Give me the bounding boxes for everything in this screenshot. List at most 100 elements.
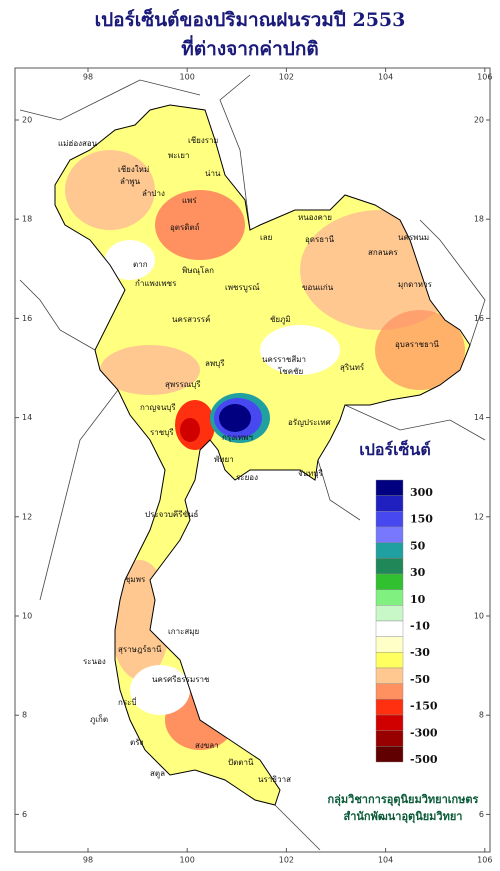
place-label: อรัญประเทศ: [288, 418, 331, 427]
place-label: สุรินทร์: [340, 362, 365, 372]
lat-label: 18: [474, 215, 484, 224]
place-label: กาญจนบุรี: [140, 403, 176, 412]
legend-title: เปอร์เซ็นต์: [359, 438, 430, 459]
map-frame: [14, 67, 491, 853]
legend-label: -10: [410, 620, 430, 633]
legend-swatch: [375, 511, 404, 528]
legend-label: 150: [410, 513, 433, 526]
place-label: ลำพูน: [120, 177, 141, 187]
title: ที่ต่างจากค่าปกติ: [181, 35, 318, 60]
legend-swatch: [375, 714, 404, 731]
place-label: กำแพงเพชร: [135, 279, 177, 288]
place-label: ลพบุรี: [205, 359, 225, 368]
place-label: ปัตตานี: [228, 758, 254, 767]
place-label: นครศรีธรรมราช: [152, 675, 210, 684]
place-label: สุราษฎร์ธานี: [118, 644, 162, 654]
place-label: โชคชัย: [278, 366, 303, 376]
lat-label: 20: [22, 116, 32, 125]
legend-swatch: [375, 495, 404, 512]
place-label: มุกดาหาร: [398, 280, 433, 289]
place-label: สตูล: [150, 769, 165, 779]
place-label: ลำปาง: [142, 189, 165, 198]
lon-label: 104: [378, 856, 393, 865]
legend-swatch: [375, 636, 404, 653]
legend-label: 10: [410, 593, 426, 606]
legend-label: -500: [410, 753, 438, 766]
lon-label: 98: [83, 856, 93, 865]
place-label: นครพนม: [398, 233, 429, 242]
place-label: นราธิวาส: [258, 775, 291, 784]
legend-swatch: [375, 605, 404, 622]
legend-swatch: [375, 526, 404, 543]
lat-label: 8: [22, 711, 27, 720]
legend-swatch: [375, 479, 404, 496]
legend-swatch: [375, 573, 404, 590]
place-label: ภูเก็ต: [90, 714, 108, 725]
place-label: เกาะสมุย: [168, 627, 199, 636]
legend-swatch: [375, 746, 404, 763]
legend-swatch: [375, 730, 404, 747]
place-label: นครสวรรค์: [172, 314, 210, 324]
place-label: ชุมพร: [125, 575, 146, 584]
legend-label: 300: [410, 486, 433, 499]
legend-swatch: [375, 558, 404, 575]
lat-label: 12: [22, 512, 32, 521]
lat-label: 6: [479, 810, 484, 819]
place-label: น่าน: [205, 169, 221, 178]
lat-label: 6: [22, 810, 27, 819]
legend-swatch: [375, 589, 404, 606]
legend-swatch: [375, 542, 404, 559]
lat-label: 12: [474, 512, 484, 521]
lat-label: 20: [474, 116, 484, 125]
lat-label: 14: [22, 413, 32, 422]
lat-label: 8: [479, 711, 484, 720]
place-label: อุตรดิตถ์: [170, 222, 200, 232]
place-label: อุบลราชธานี: [395, 340, 439, 349]
lon-label: 104: [378, 73, 393, 82]
title: เปอร์เซ็นต์ของปริมาณฝนรวมปี 2553: [95, 7, 406, 31]
lon-label: 100: [180, 856, 195, 865]
place-label: แม่ฮ่องสอน: [58, 139, 98, 148]
legend-label: -300: [410, 726, 438, 739]
footer: สำนักพัฒนาอุตุนิยมวิทยา: [344, 810, 463, 824]
place-label: อุดรธานี: [305, 235, 335, 244]
lon-label: 102: [279, 73, 294, 82]
legend-label: 30: [410, 566, 426, 579]
legend-swatch: [375, 699, 404, 716]
lat-label: 14: [474, 413, 484, 422]
place-label: แพร่: [182, 196, 197, 205]
lon-label: 106: [477, 856, 492, 865]
province-labels: เชียงราย แม่ฮ่องสอน เชียงใหม่ ลำพูน ลำปา…: [58, 136, 439, 784]
place-label: กระบี่: [118, 696, 137, 707]
legend-label: 50: [410, 539, 426, 552]
place-label: พัทยา: [214, 455, 234, 464]
place-label: สุพรรณบุรี: [165, 380, 201, 389]
place-label: ชัยภูมิ: [270, 315, 291, 325]
place-label: เชียงราย: [188, 136, 218, 145]
place-label: เพชรบูรณ์: [225, 282, 260, 293]
place-label: ขอนแก่น: [302, 283, 334, 292]
place-label: เลย: [260, 233, 272, 242]
lon-label: 100: [180, 73, 195, 82]
place-label: ระยอง: [236, 473, 258, 482]
legend-label: -30: [410, 646, 430, 659]
place-label: สงขลา: [195, 741, 219, 750]
legend-swatch: [375, 652, 404, 669]
place-label: นครราชสีมา: [262, 355, 306, 364]
place-label: ตรัง: [130, 738, 143, 747]
place-label: สกลนคร: [368, 248, 398, 257]
place-label: เชียงใหม่: [118, 165, 149, 174]
lat-label: 16: [474, 314, 484, 323]
place-label: ตาก: [133, 260, 148, 269]
lat-label: 10: [22, 612, 32, 621]
lat-label: 18: [22, 215, 32, 224]
place-label: ราชบุรี: [150, 428, 174, 437]
place-label: หนองคาย: [298, 213, 332, 222]
lon-label: 102: [279, 856, 294, 865]
place-label: พิษณุโลก: [182, 265, 214, 275]
place-label: กรุงเทพฯ: [222, 433, 253, 442]
place-label: ระนอง: [83, 657, 106, 666]
lat-label: 10: [474, 612, 484, 621]
place-label: ประจวบคีรีขันธ์: [145, 509, 199, 519]
